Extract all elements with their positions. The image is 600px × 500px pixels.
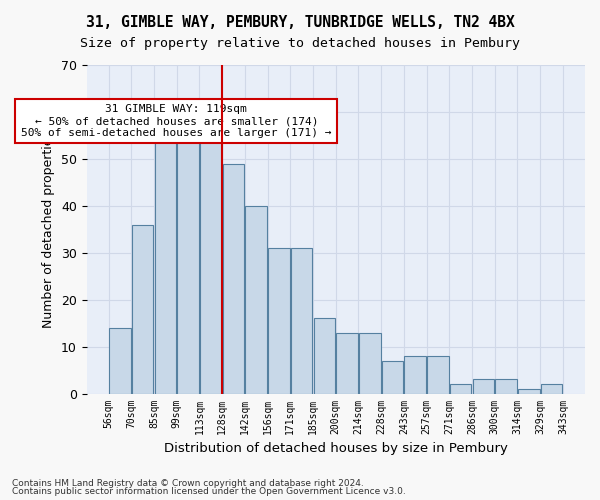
Bar <box>496 380 517 394</box>
Bar <box>473 380 494 394</box>
Bar <box>337 332 358 394</box>
Bar <box>245 206 267 394</box>
Text: Contains public sector information licensed under the Open Government Licence v3: Contains public sector information licen… <box>12 487 406 496</box>
Bar <box>223 164 244 394</box>
Bar <box>155 140 176 394</box>
Text: Contains HM Land Registry data © Crown copyright and database right 2024.: Contains HM Land Registry data © Crown c… <box>12 478 364 488</box>
Bar <box>359 332 380 394</box>
Bar <box>291 248 313 394</box>
Bar <box>404 356 426 394</box>
Bar <box>427 356 449 394</box>
Bar <box>268 248 290 394</box>
Y-axis label: Number of detached properties: Number of detached properties <box>42 131 55 328</box>
Text: Size of property relative to detached houses in Pembury: Size of property relative to detached ho… <box>80 38 520 51</box>
Text: 31 GIMBLE WAY: 119sqm
← 50% of detached houses are smaller (174)
50% of semi-det: 31 GIMBLE WAY: 119sqm ← 50% of detached … <box>21 104 332 138</box>
Bar <box>109 328 131 394</box>
Bar <box>132 224 154 394</box>
Bar <box>541 384 562 394</box>
Text: 31, GIMBLE WAY, PEMBURY, TUNBRIDGE WELLS, TN2 4BX: 31, GIMBLE WAY, PEMBURY, TUNBRIDGE WELLS… <box>86 15 514 30</box>
X-axis label: Distribution of detached houses by size in Pembury: Distribution of detached houses by size … <box>164 442 508 455</box>
Bar <box>178 136 199 394</box>
Bar <box>518 389 539 394</box>
Bar <box>200 122 221 394</box>
Bar <box>450 384 472 394</box>
Bar <box>382 360 403 394</box>
Bar <box>314 318 335 394</box>
